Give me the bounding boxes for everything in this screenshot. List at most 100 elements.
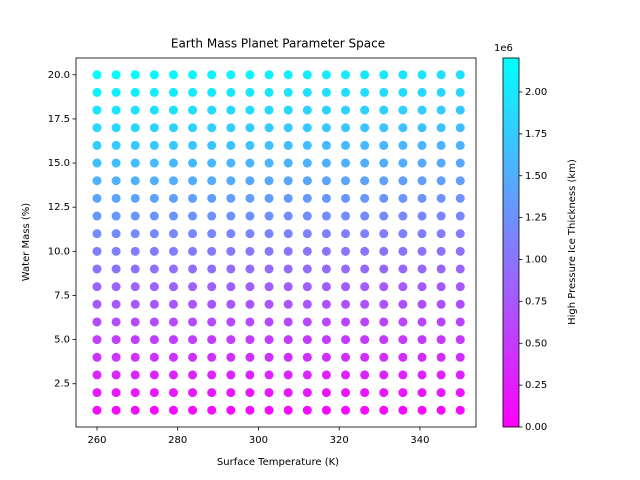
scatter-point: [379, 176, 389, 186]
scatter-point: [92, 352, 102, 362]
scatter-point: [360, 264, 370, 274]
scatter-point: [360, 193, 370, 203]
scatter-point: [283, 193, 293, 203]
scatter-point: [321, 176, 331, 186]
scatter-point: [417, 140, 427, 150]
scatter-point: [302, 229, 312, 239]
y-tick-label: 12.5: [48, 202, 70, 213]
scatter-point: [130, 140, 140, 150]
scatter-point: [245, 123, 255, 133]
scatter-point: [360, 158, 370, 168]
scatter-point: [398, 193, 408, 203]
y-tick-label: 10.0: [48, 246, 70, 257]
scatter-point: [321, 193, 331, 203]
y-tick-label: 5.0: [54, 335, 70, 346]
scatter-point: [283, 282, 293, 292]
scatter-point: [417, 193, 427, 203]
colorbar-tick-label: 1.00: [525, 255, 547, 266]
y-tick-label: 17.5: [48, 114, 70, 125]
scatter-point: [207, 264, 217, 274]
scatter-point: [149, 388, 159, 398]
scatter-point: [283, 405, 293, 415]
scatter-point: [455, 246, 465, 256]
scatter-point: [168, 140, 178, 150]
scatter-point: [379, 87, 389, 97]
scatter-point: [245, 335, 255, 345]
scatter-point: [283, 299, 293, 309]
scatter-point: [226, 335, 236, 345]
scatter-point: [321, 405, 331, 415]
scatter-point: [168, 370, 178, 380]
scatter-point: [130, 388, 140, 398]
scatter-point: [207, 87, 217, 97]
scatter-point: [264, 176, 274, 186]
scatter-point: [341, 370, 351, 380]
scatter-point: [321, 87, 331, 97]
scatter-point: [111, 335, 121, 345]
scatter-point: [321, 335, 331, 345]
colorbar-offset: 1e6: [494, 43, 513, 54]
scatter-point: [436, 176, 446, 186]
scatter-point: [226, 299, 236, 309]
scatter-point: [226, 176, 236, 186]
scatter-point: [283, 246, 293, 256]
scatter-point: [436, 211, 446, 221]
y-tick-label: 15.0: [48, 158, 70, 169]
scatter-point: [379, 70, 389, 80]
scatter-point: [188, 70, 198, 80]
scatter-point: [92, 335, 102, 345]
scatter-point: [417, 405, 427, 415]
scatter-point: [455, 264, 465, 274]
scatter-point: [130, 335, 140, 345]
scatter-point: [92, 370, 102, 380]
scatter-point: [188, 370, 198, 380]
scatter-point: [417, 370, 427, 380]
scatter-point: [398, 158, 408, 168]
scatter-point: [321, 317, 331, 327]
scatter-point: [130, 105, 140, 115]
scatter-point: [379, 282, 389, 292]
scatter-point: [92, 140, 102, 150]
scatter-point: [379, 264, 389, 274]
scatter-point: [130, 405, 140, 415]
scatter-point: [302, 405, 312, 415]
scatter-point: [283, 335, 293, 345]
scatter-point: [417, 282, 427, 292]
scatter-point: [92, 158, 102, 168]
scatter-point: [149, 317, 159, 327]
scatter-point: [149, 70, 159, 80]
scatter-point: [264, 299, 274, 309]
scatter-point: [302, 70, 312, 80]
scatter-point: [264, 123, 274, 133]
colorbar-tick-label: 1.50: [525, 171, 547, 182]
scatter-point: [207, 140, 217, 150]
scatter-point: [130, 211, 140, 221]
scatter-point: [436, 123, 446, 133]
scatter-point: [130, 370, 140, 380]
scatter-point: [188, 388, 198, 398]
scatter-point: [207, 335, 217, 345]
scatter-point: [360, 140, 370, 150]
scatter-point: [398, 123, 408, 133]
scatter-point: [245, 140, 255, 150]
scatter-point: [168, 264, 178, 274]
scatter-point: [417, 211, 427, 221]
scatter-point: [149, 211, 159, 221]
scatter-point: [436, 70, 446, 80]
scatter-point: [245, 105, 255, 115]
scatter-point: [455, 299, 465, 309]
axes-frame: [75, 57, 477, 428]
scatter-point: [321, 229, 331, 239]
scatter-point: [436, 246, 446, 256]
scatter-point: [245, 87, 255, 97]
scatter-point: [264, 405, 274, 415]
scatter-point: [455, 352, 465, 362]
scatter-point: [283, 229, 293, 239]
scatter-point: [188, 352, 198, 362]
scatter-point: [321, 264, 331, 274]
scatter-point: [130, 299, 140, 309]
scatter-point: [149, 87, 159, 97]
scatter-point: [379, 246, 389, 256]
scatter-point: [149, 264, 159, 274]
